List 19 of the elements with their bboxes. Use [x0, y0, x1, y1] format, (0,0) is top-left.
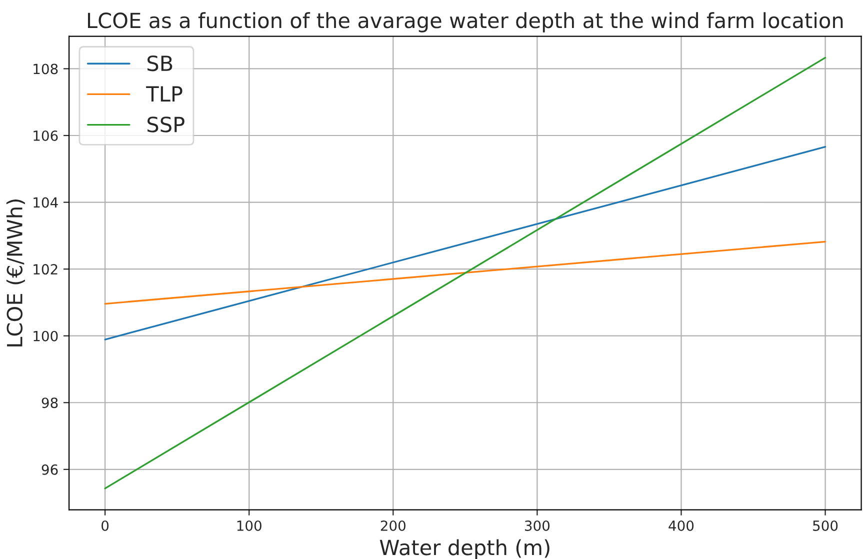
x-tick-label: 0	[102, 520, 109, 531]
x-tick-label: 200	[380, 520, 406, 531]
y-tick-label: 96	[42, 464, 58, 475]
y-tick-label: 98	[42, 398, 58, 408]
x-tick-label: 400	[668, 520, 694, 531]
y-tick-label: 102	[34, 264, 58, 275]
chart-title: LCOE as a function of the avarage water depth at the wind farm location	[88, 12, 843, 32]
y-tick-label: 108	[34, 64, 58, 74]
y-tick-label: 106	[34, 130, 58, 141]
legend-label: SSP	[147, 116, 184, 132]
x-tick-label: 300	[524, 520, 550, 531]
x-tick-label: 100	[237, 520, 262, 531]
legend-label: TLP	[146, 86, 182, 102]
legend-label: SB	[147, 55, 172, 72]
x-axis-title: Water depth (m)	[380, 539, 550, 559]
y-tick-label: 104	[34, 197, 58, 208]
x-tick-label: 500	[813, 520, 838, 531]
y-axis-title: LCOE (€/MWh)	[6, 200, 25, 346]
y-tick-label: 100	[34, 330, 58, 342]
